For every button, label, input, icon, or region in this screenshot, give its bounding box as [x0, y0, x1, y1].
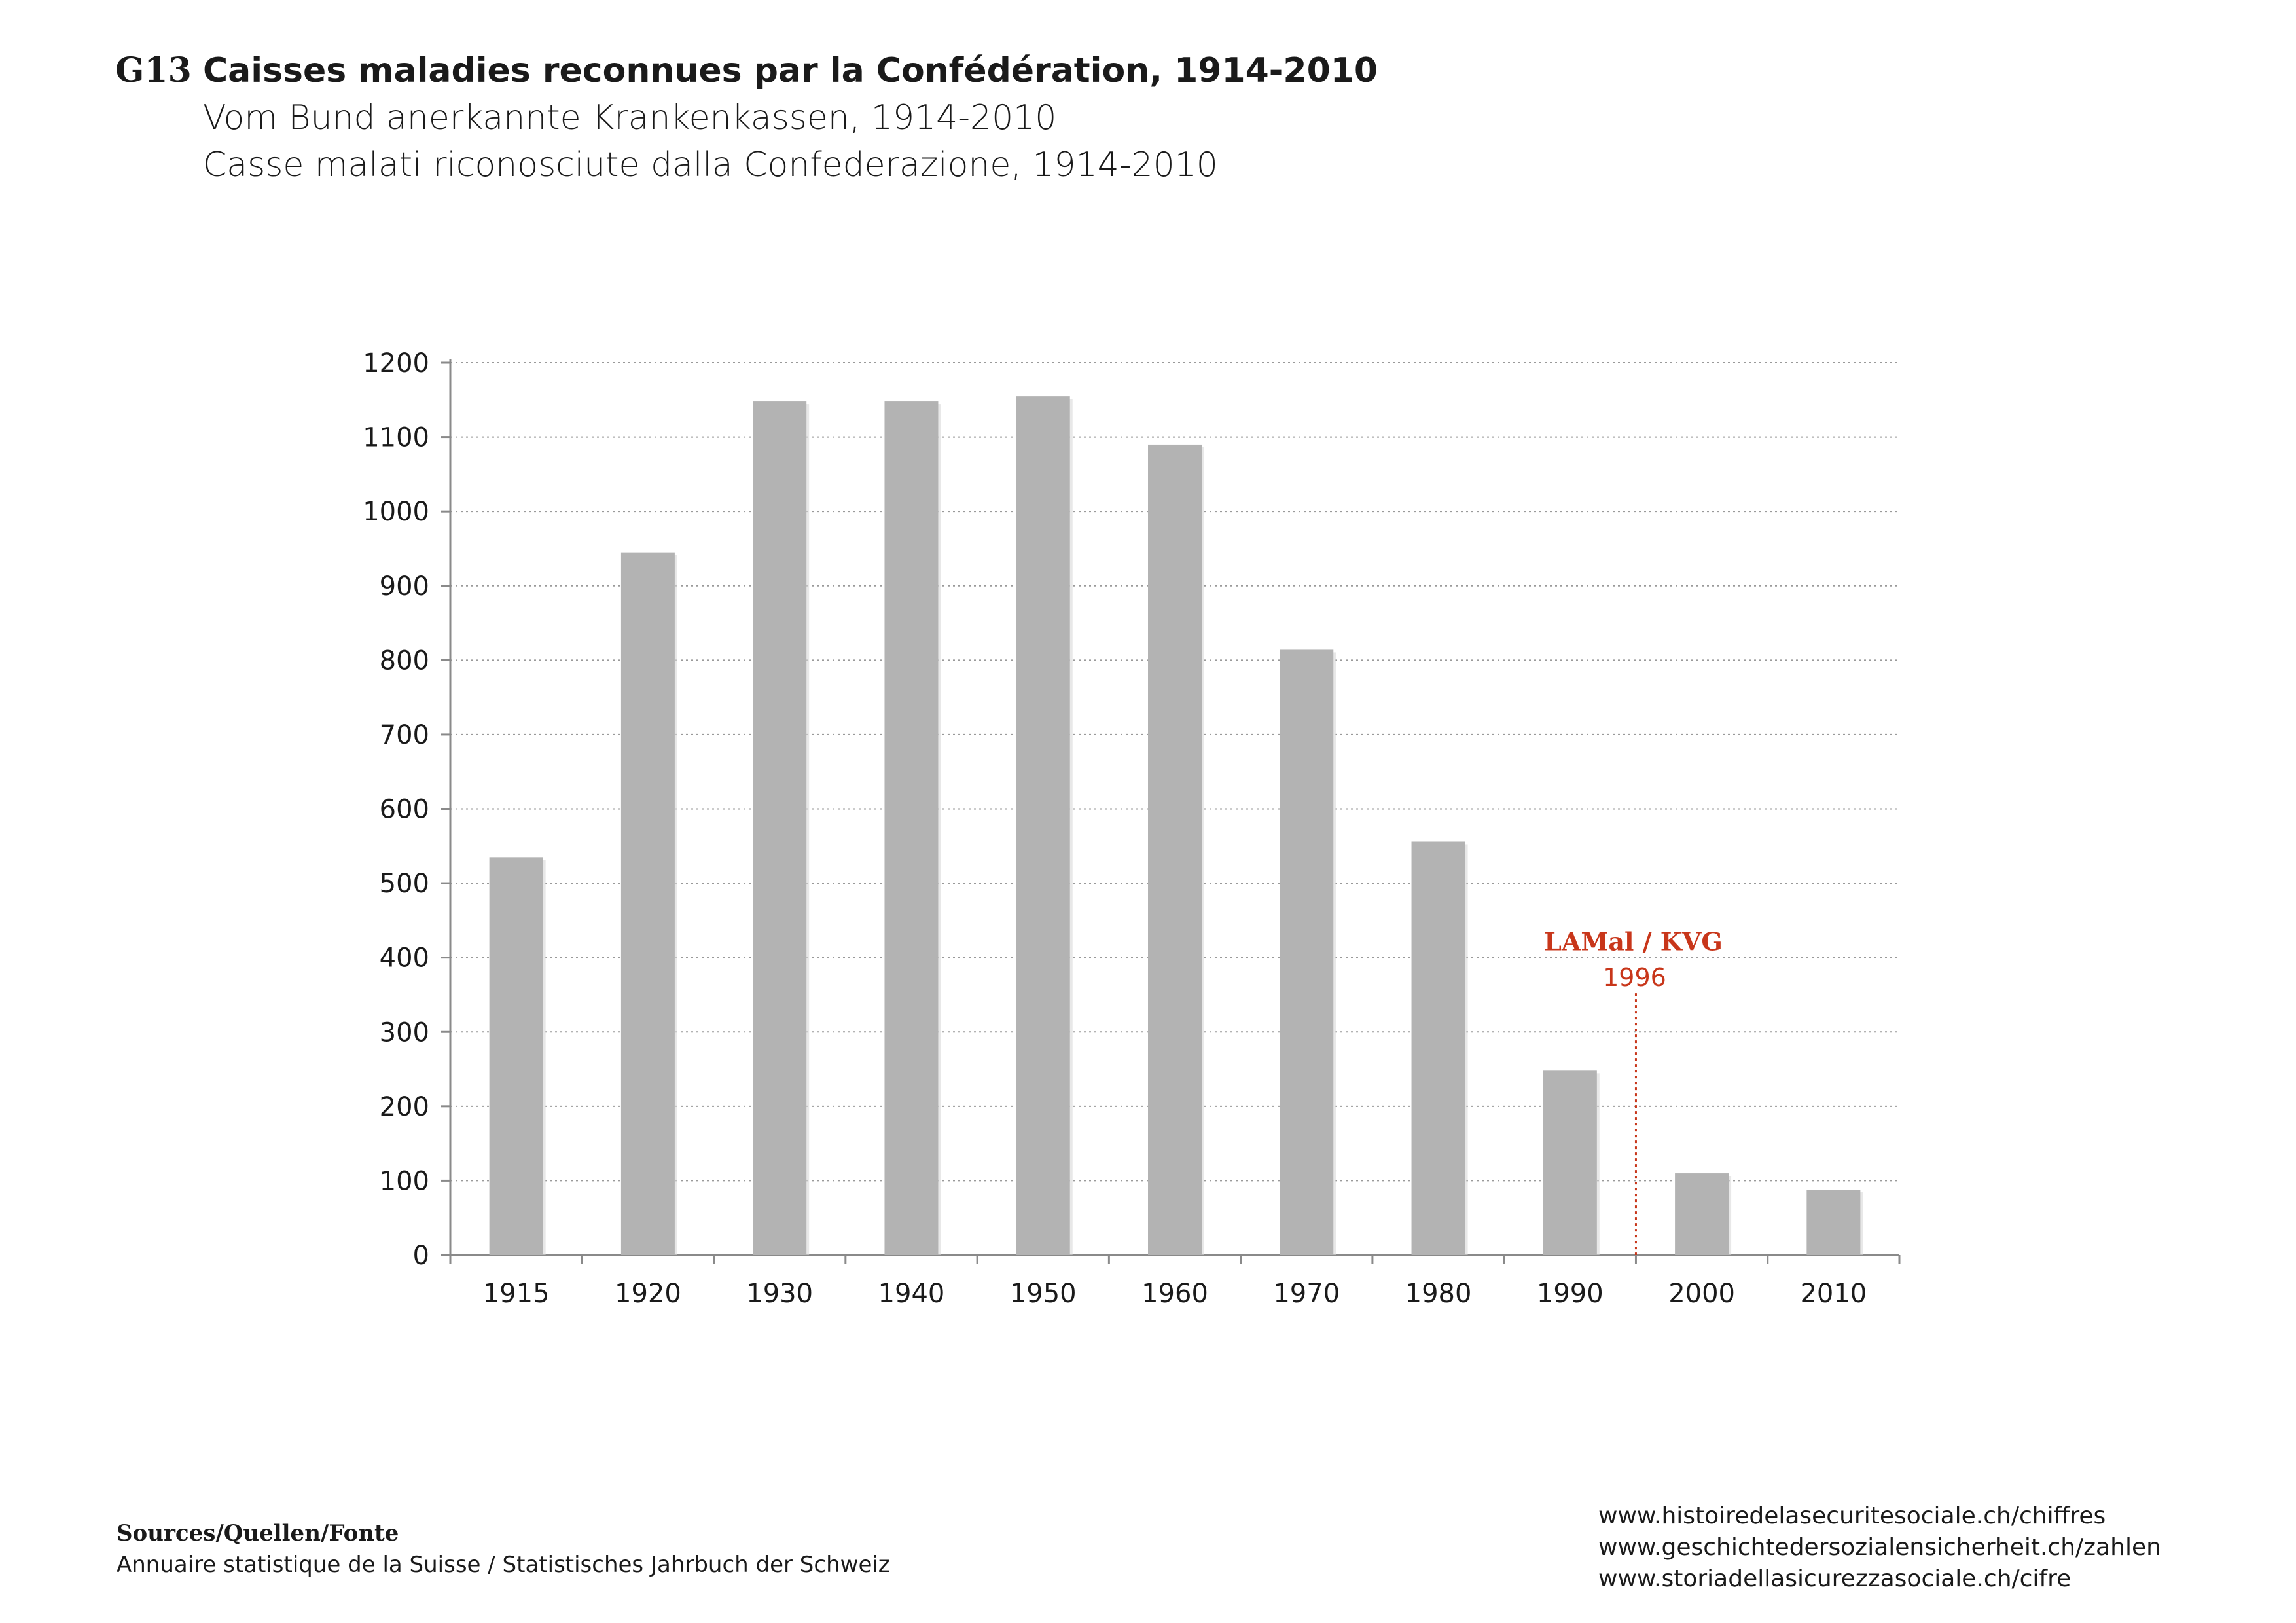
sources-text: Annuaire statistique de la Suisse / Stat…	[117, 1552, 890, 1578]
x-tick-label: 2000	[1668, 1279, 1735, 1309]
link-de[interactable]: www.geschichtedersozialensicherheit.ch/z…	[1598, 1534, 2161, 1561]
y-tick-label: 300	[380, 1017, 429, 1048]
x-tick-label: 1980	[1405, 1279, 1472, 1309]
bar-2000	[1675, 1173, 1729, 1255]
bar-1960	[1148, 444, 1202, 1255]
chart-titles: Caisses maladies reconnues par la Conféd…	[203, 47, 1378, 189]
bar-1915	[489, 857, 543, 1255]
bar-2010	[1806, 1190, 1861, 1255]
y-tick-label: 600	[380, 795, 429, 825]
y-tick-label: 900	[380, 572, 429, 602]
lamal-year: 1996	[1603, 963, 1666, 992]
x-tick-label: 1960	[1141, 1279, 1208, 1309]
link-fr[interactable]: www.histoiredelasecuritesociale.ch/chiff…	[1598, 1503, 2106, 1529]
title-de: Vom Bund anerkannte Krankenkassen, 1914-…	[203, 98, 1057, 137]
bar-1990	[1543, 1070, 1597, 1255]
y-tick-label: 200	[380, 1092, 429, 1122]
bar-1930	[753, 401, 807, 1255]
link-it[interactable]: www.storiadellasicurezzasociale.ch/cifre	[1598, 1565, 2072, 1592]
website-links: www.histoiredelasecuritesociale.ch/chiff…	[1598, 1501, 2161, 1595]
x-tick-label: 1930	[746, 1279, 813, 1309]
y-tick-label: 0	[413, 1241, 429, 1271]
sources-label: Sources/Quellen/Fonte	[117, 1520, 399, 1546]
bar-1950	[1016, 396, 1070, 1255]
x-tick-label: 1940	[878, 1279, 945, 1309]
lamal-label: LAMal / KVG	[1544, 926, 1723, 956]
sources-block: Sources/Quellen/Fonte Annuaire statistiq…	[117, 1518, 890, 1580]
x-tick-label: 2010	[1800, 1279, 1867, 1309]
y-tick-label: 1200	[363, 348, 429, 378]
bar-1920	[620, 552, 675, 1256]
y-tick-label: 500	[380, 869, 429, 899]
x-tick-label: 1920	[615, 1279, 681, 1309]
title-fr: Caisses maladies reconnues par la Conféd…	[203, 51, 1378, 90]
x-tick-label: 1950	[1010, 1279, 1077, 1309]
figure-code: G13	[115, 50, 192, 90]
title-it: Casse malati riconosciute dalla Confeder…	[203, 145, 1218, 185]
y-tick-label: 400	[380, 943, 429, 974]
bar-1980	[1411, 841, 1465, 1255]
x-tick-label: 1915	[483, 1279, 550, 1309]
y-tick-label: 700	[380, 720, 429, 750]
y-tick-label: 100	[380, 1166, 429, 1196]
y-tick-label: 1000	[363, 497, 429, 527]
bar-1940	[884, 401, 939, 1255]
y-tick-label: 1100	[363, 423, 429, 453]
y-tick-label: 800	[380, 646, 429, 676]
x-tick-label: 1990	[1537, 1279, 1604, 1309]
bar-1970	[1280, 649, 1334, 1255]
x-tick-label: 1970	[1273, 1279, 1340, 1309]
